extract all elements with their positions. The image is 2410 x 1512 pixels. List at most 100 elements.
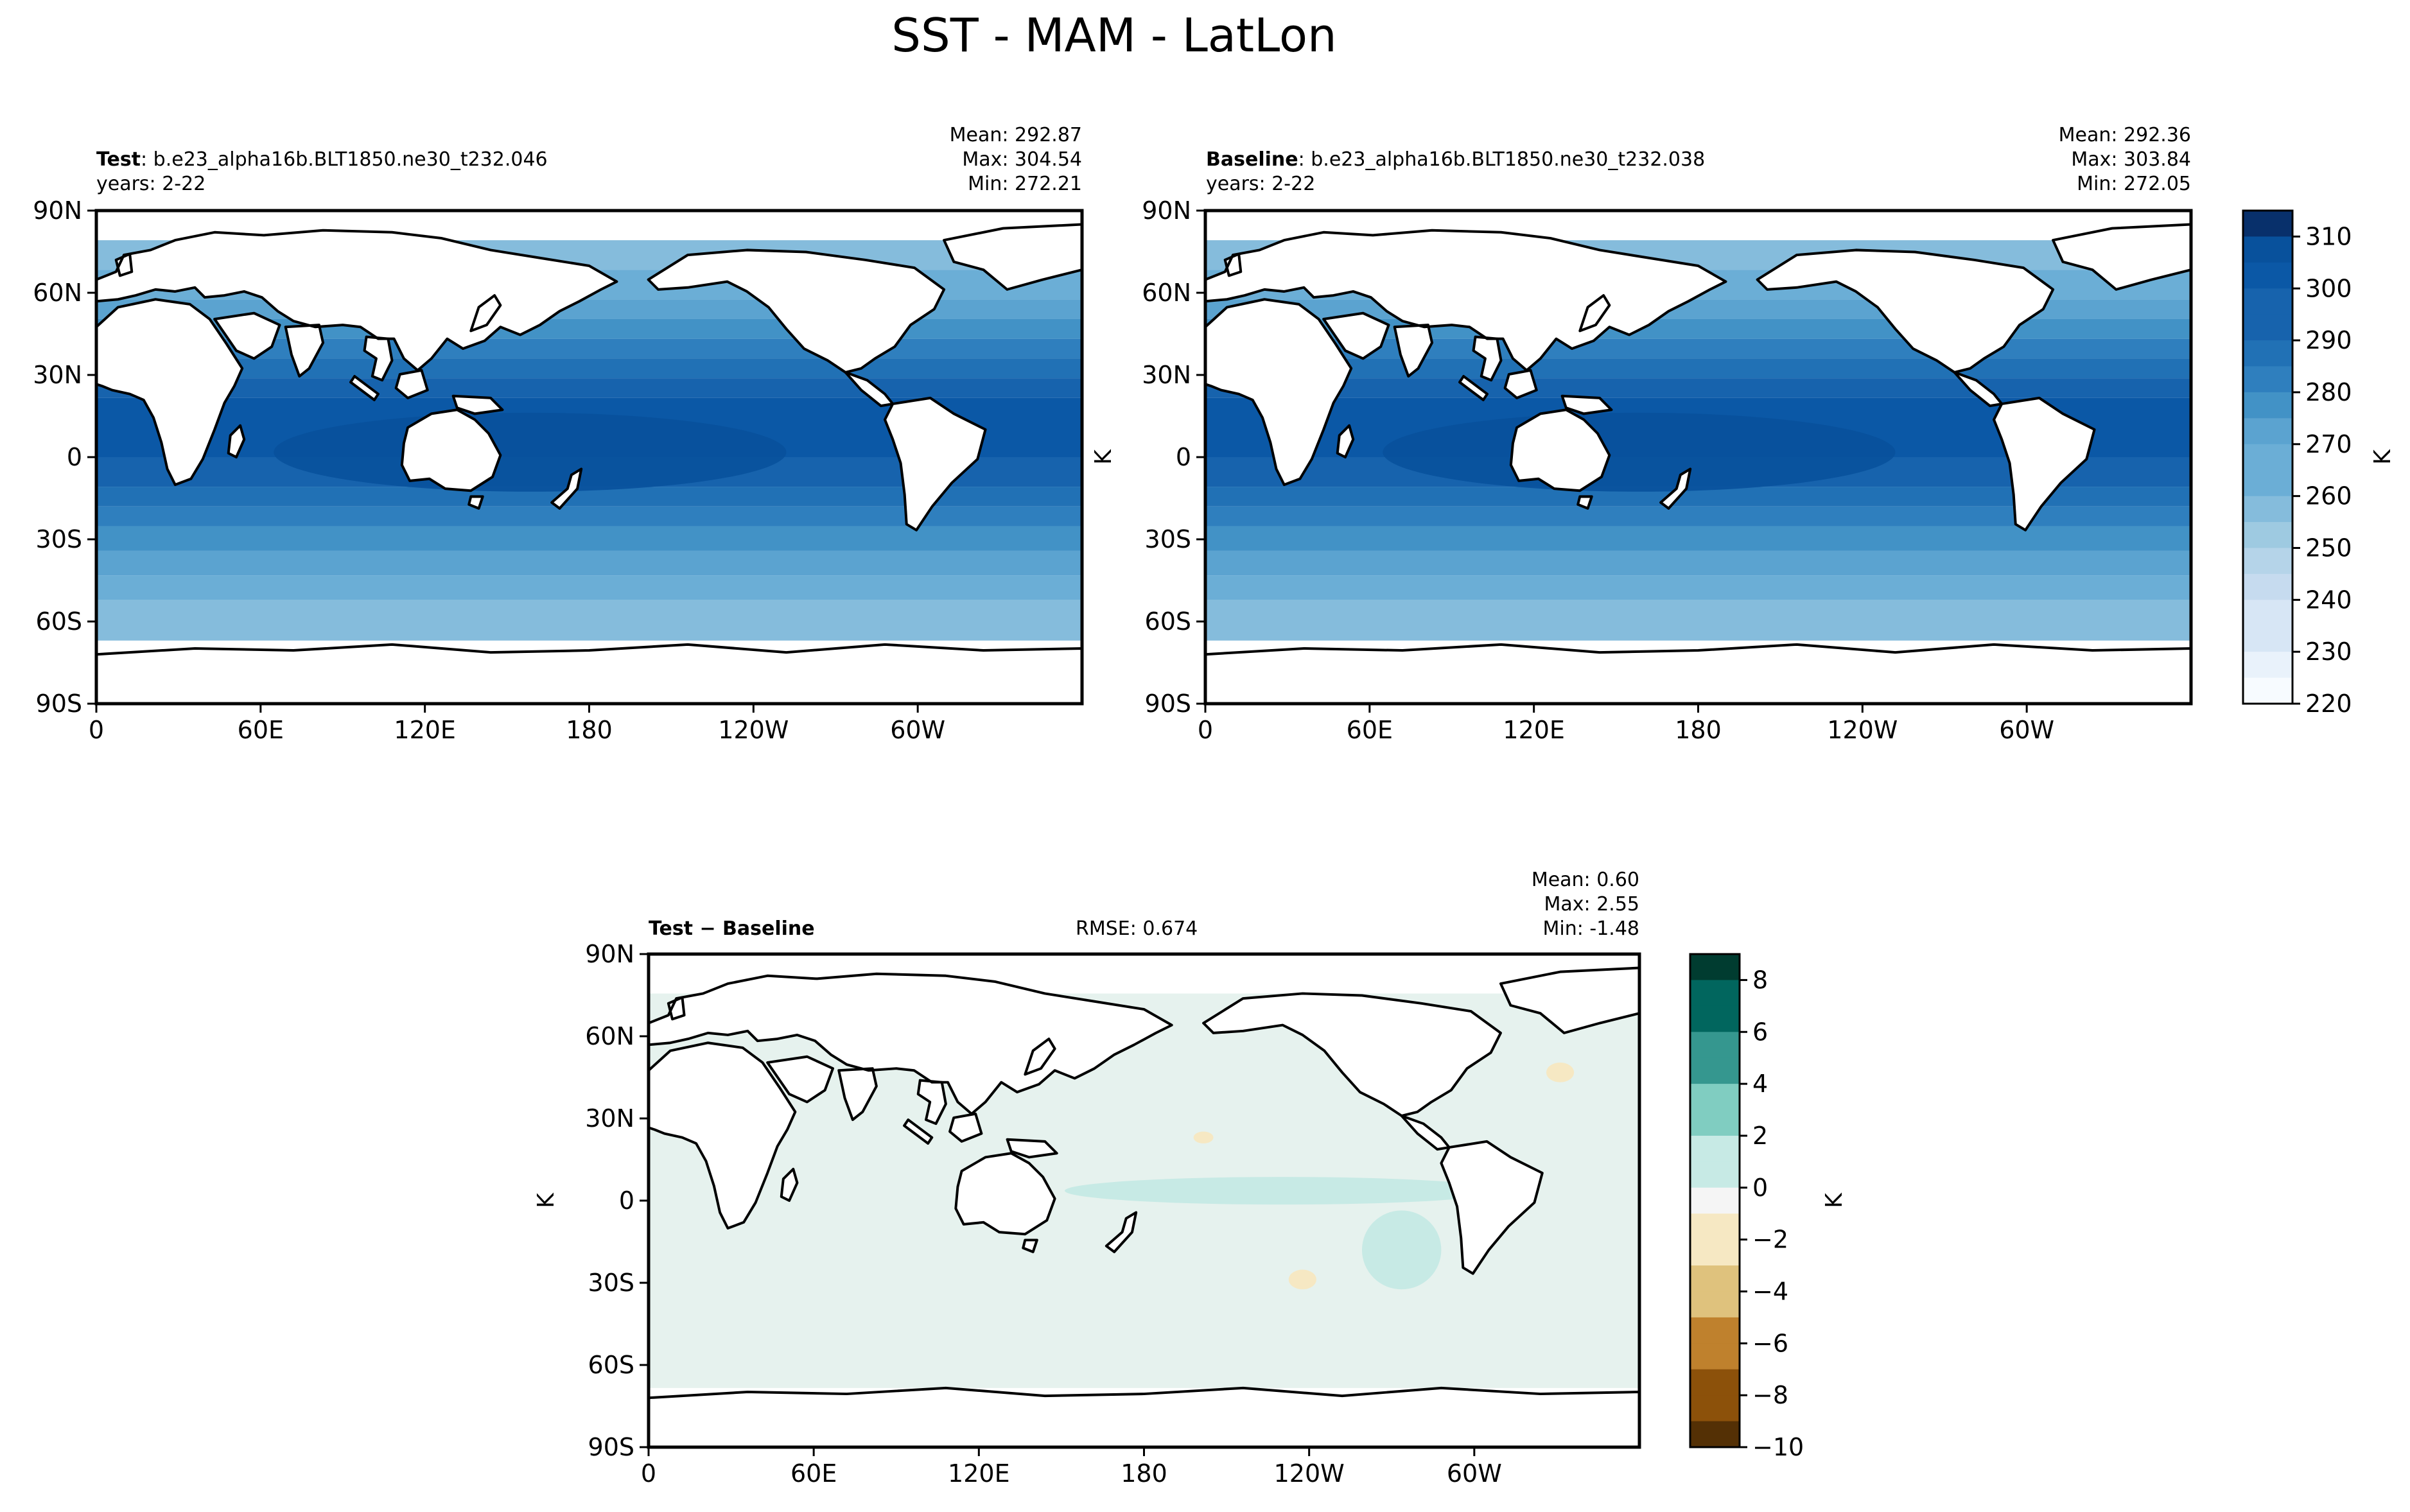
colorbar-swatch	[1690, 1265, 1740, 1292]
y-tick-label: 60S	[1145, 607, 1191, 636]
colorbar-swatch	[1690, 1057, 1740, 1085]
colorbar-tick-label: 250	[2305, 534, 2352, 562]
colorbar-swatch	[2243, 392, 2292, 419]
panel-baseline: Mean: 292.36 Max: 303.84 Min: 272.05 Bas…	[1090, 124, 2193, 744]
x-tick-label: 0	[89, 716, 104, 744]
y-tick-label: 90N	[33, 196, 82, 225]
colorbar-sst-label: K	[2370, 449, 2396, 465]
panel-diff-stat-mean: Mean: 0.60	[1532, 869, 1639, 891]
x-tick-label: 60W	[890, 716, 945, 744]
panel-test-stat-max: Max: 304.54	[962, 148, 1082, 171]
panel-diff-rmse: RMSE: 0.674	[1076, 917, 1198, 940]
y-tick-label: 90S	[36, 690, 82, 718]
panel-diff-stat-min: Min: -1.48	[1543, 917, 1640, 940]
colorbar-swatch	[2243, 444, 2292, 471]
colorbar-swatch	[2243, 548, 2292, 575]
colorbar-swatch	[1690, 1005, 1740, 1033]
colorbar-tick-label: −8	[1752, 1381, 1788, 1409]
colorbar-tick-label: −2	[1752, 1226, 1788, 1254]
y-tick-label: 60S	[588, 1351, 634, 1379]
colorbar-sst: 310 300 290 280 270 260 250 240 230 220	[2242, 209, 2352, 718]
colorbar-swatch	[1690, 1135, 1740, 1163]
panel-diff-ylabel: K	[533, 1192, 559, 1208]
sst-band	[1205, 526, 2191, 551]
sst-band	[96, 600, 1082, 645]
colorbar-swatch	[1690, 954, 1740, 981]
colorbar-swatch	[1690, 1084, 1740, 1111]
panel-baseline-stat-max: Max: 303.84	[2071, 148, 2191, 171]
x-tick-label: 60E	[238, 716, 284, 744]
sst-band	[96, 550, 1082, 576]
colorbar-tick-label: 0	[1752, 1174, 1768, 1202]
y-tick-label: 60N	[33, 279, 82, 307]
colorbar-swatch	[1690, 980, 1740, 1007]
sst-band	[1205, 550, 2191, 576]
colorbar-tick-label: 260	[2305, 482, 2352, 510]
colorbar-swatch	[1690, 1343, 1740, 1370]
panel-diff-stat-max: Max: 2.55	[1544, 893, 1639, 916]
colorbar-swatch	[1690, 1213, 1740, 1240]
panel-test: Mean: 292.87 Max: 304.54 Min: 272.21 Tes…	[33, 124, 1084, 744]
x-tick-label: 180	[1675, 716, 1722, 744]
sst-band	[1205, 358, 2191, 379]
colorbar-swatch	[2243, 418, 2292, 445]
colorbar-swatch	[2243, 496, 2292, 523]
colorbar-swatch	[2243, 211, 2292, 238]
sst-band	[96, 378, 1082, 398]
y-tick-label: 30S	[1145, 525, 1191, 553]
y-tick-label: 30S	[588, 1269, 634, 1297]
y-tick-label: 90N	[1142, 196, 1191, 225]
colorbar-swatch	[2243, 470, 2292, 497]
colorbar-swatch	[2243, 366, 2292, 393]
y-tick-label: 90N	[585, 940, 634, 968]
x-tick-label: 120E	[948, 1459, 1010, 1488]
y-tick-label: 60N	[1142, 279, 1191, 307]
y-tick-label: 90S	[1145, 690, 1191, 718]
x-tick-label: 60E	[1347, 716, 1393, 744]
diff-positive-region	[1065, 1177, 1501, 1205]
y-tick-label: 30N	[585, 1104, 634, 1133]
colorbar-swatch	[2243, 262, 2292, 290]
y-tick-label: 30S	[36, 525, 82, 553]
x-tick-label: 0	[1198, 716, 1213, 744]
colorbar-swatch	[1690, 1239, 1740, 1267]
x-tick-label: 180	[566, 716, 613, 744]
colorbar-tick-label: −6	[1752, 1329, 1788, 1357]
diff-negative-region	[1546, 1062, 1575, 1082]
colorbar-tick-label: 270	[2305, 430, 2352, 458]
sst-band	[96, 506, 1082, 526]
colorbar-swatch	[2243, 236, 2292, 263]
colorbar-swatch	[2243, 314, 2292, 342]
colorbar-swatch	[2243, 522, 2292, 549]
panel-test-label: Test: b.e23_alpha16b.BLT1850.ne30_t232.0…	[96, 148, 548, 171]
colorbar-diff-label: K	[1821, 1192, 1847, 1208]
warm-pool	[1383, 412, 1896, 492]
warm-pool	[274, 412, 787, 492]
panel-baseline-years: years: 2-22	[1206, 173, 1315, 195]
y-tick-label: 30N	[1142, 361, 1191, 389]
panel-test-stat-mean: Mean: 292.87	[950, 124, 1082, 146]
x-tick-label: 120E	[1503, 716, 1565, 744]
x-tick-label: 60W	[1447, 1459, 1502, 1488]
colorbar-tick-label: 280	[2305, 378, 2352, 406]
colorbar-swatch	[1690, 1291, 1740, 1318]
panel-baseline-stat-mean: Mean: 292.36	[2059, 124, 2191, 146]
x-tick-label: 120W	[1274, 1459, 1345, 1488]
colorbar-tick-label: 2	[1752, 1122, 1768, 1150]
colorbar-swatch	[2243, 573, 2292, 601]
panel-baseline-ylabel: K	[1090, 449, 1117, 465]
diff-negative-region	[1193, 1131, 1214, 1143]
colorbar-tick-label: 300	[2305, 274, 2352, 302]
y-tick-label: 60N	[585, 1022, 634, 1050]
y-tick-label: 60S	[36, 607, 82, 636]
sst-band	[96, 575, 1082, 600]
x-tick-label: 120W	[1827, 716, 1898, 744]
sst-band	[1205, 575, 2191, 600]
colorbar-swatch	[2243, 625, 2292, 653]
panel-test-stat-min: Min: 272.21	[968, 173, 1082, 195]
colorbar-diff: 8 6 4 2 0 −2 −4 −6 −8 −10	[1689, 953, 1804, 1461]
colorbar-swatch	[2243, 288, 2292, 315]
x-tick-label: 60E	[790, 1459, 837, 1488]
sst-band	[96, 358, 1082, 379]
